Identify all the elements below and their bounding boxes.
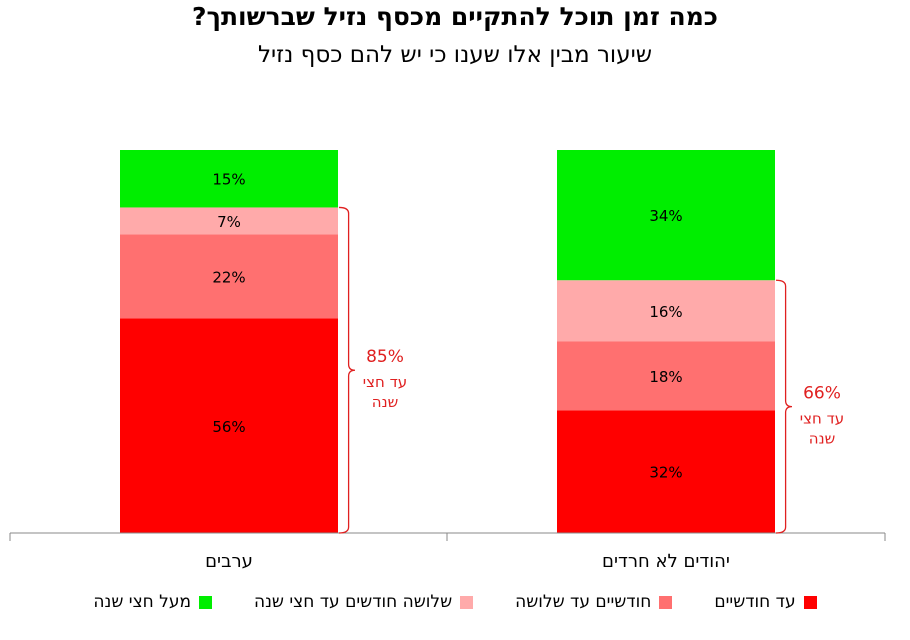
legend-label: עד חודשיים bbox=[714, 592, 796, 612]
data-label: 7% bbox=[217, 213, 241, 231]
annotation-label: שנה bbox=[809, 430, 835, 448]
chart-title: כמה זמן תוכל להתקיים מכסף נזיל שברשותך? bbox=[192, 2, 718, 31]
legend-item: שלושה חודשים עד חצי שנה bbox=[254, 589, 474, 615]
annotation-label: עד חצי bbox=[363, 373, 407, 391]
data-label: 18% bbox=[649, 368, 682, 386]
data-label: 34% bbox=[649, 207, 682, 225]
chart-subtitle: שיעור מבין אלו שענו כי יש להם כסף נזיל bbox=[257, 42, 653, 68]
category-label: ערבים bbox=[205, 551, 253, 572]
category-label: יהודים לא חרדים bbox=[602, 551, 730, 572]
bar-segment bbox=[120, 150, 338, 208]
annotation-label: שנה bbox=[372, 393, 398, 411]
legend-swatch bbox=[199, 595, 213, 609]
legend-label: חודשיים עד שלושה bbox=[515, 592, 652, 612]
legend-label: שלושה חודשים עד חצי שנה bbox=[254, 592, 453, 612]
bar-segment bbox=[557, 150, 775, 281]
legend: עד חודשיים חודשיים עד שלושה שלושה חודשים ע… bbox=[0, 589, 910, 615]
annotation-value: 66% bbox=[803, 384, 841, 404]
bar-segment bbox=[557, 410, 775, 533]
legend-swatch bbox=[659, 595, 673, 609]
legend-item: מעל חצי שנה bbox=[93, 589, 213, 615]
legend-item: עד חודשיים bbox=[714, 589, 817, 615]
bar-segment bbox=[120, 207, 338, 235]
legend-label: מעל חצי שנה bbox=[93, 592, 192, 612]
data-label: 15% bbox=[212, 171, 245, 189]
bar-segment bbox=[120, 234, 338, 319]
data-label: 32% bbox=[649, 464, 682, 482]
legend-item: חודשיים עד שלושה bbox=[515, 589, 673, 615]
annotation-label: עד חצי bbox=[800, 410, 844, 428]
legend-swatch bbox=[803, 595, 817, 609]
bar-segment bbox=[557, 341, 775, 411]
legend-swatch bbox=[460, 595, 474, 609]
annotation-value: 85% bbox=[366, 347, 404, 367]
data-label: 16% bbox=[649, 303, 682, 321]
bracket-annotation bbox=[338, 206, 356, 534]
bracket-annotation bbox=[775, 279, 793, 534]
bar-segment bbox=[557, 280, 775, 342]
data-label: 22% bbox=[212, 268, 245, 286]
bar-segment bbox=[120, 318, 338, 533]
data-label: 56% bbox=[212, 418, 245, 436]
